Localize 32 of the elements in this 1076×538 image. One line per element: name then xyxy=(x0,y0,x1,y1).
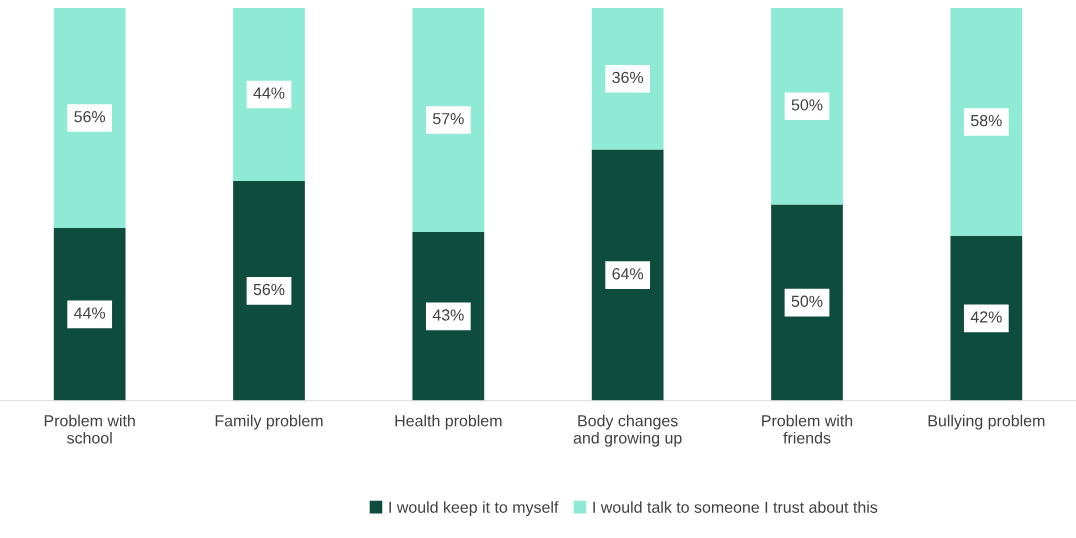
data-label: 44% xyxy=(74,307,106,319)
bar xyxy=(771,8,843,205)
bar xyxy=(53,8,126,228)
data-label: 42% xyxy=(970,311,1002,323)
data-label: 58% xyxy=(970,114,1002,127)
x-tick-label: Problem with friends xyxy=(762,414,853,444)
x-tick-label: Bullying problem xyxy=(928,414,1045,430)
bar xyxy=(950,235,1023,401)
bar xyxy=(412,8,485,232)
data-label: 57% xyxy=(432,113,464,125)
bar xyxy=(771,204,843,401)
data-label: 56% xyxy=(74,111,106,123)
bar xyxy=(591,8,664,150)
bar xyxy=(950,8,1023,236)
data-label: 50% xyxy=(791,295,823,307)
data-label: 64% xyxy=(612,268,644,280)
bar xyxy=(591,149,664,401)
x-tick-label: Problem with school xyxy=(44,414,135,444)
bar xyxy=(233,180,305,401)
legend-label: I would talk to someone I trust about this xyxy=(593,501,878,513)
data-label: 50% xyxy=(791,99,823,111)
data-label: 44% xyxy=(253,87,285,99)
x-tick-label: Family problem xyxy=(215,414,323,430)
x-tick-label: Health problem xyxy=(395,414,502,430)
x-tick-label: Body changes and growing up xyxy=(573,414,682,447)
bar xyxy=(233,8,305,181)
bar xyxy=(412,231,485,401)
bar xyxy=(53,228,126,401)
data-label: 43% xyxy=(432,309,464,321)
data-label: 56% xyxy=(253,283,285,296)
data-label: 36% xyxy=(612,71,644,84)
legend-label: I would keep it to myself xyxy=(389,501,559,517)
